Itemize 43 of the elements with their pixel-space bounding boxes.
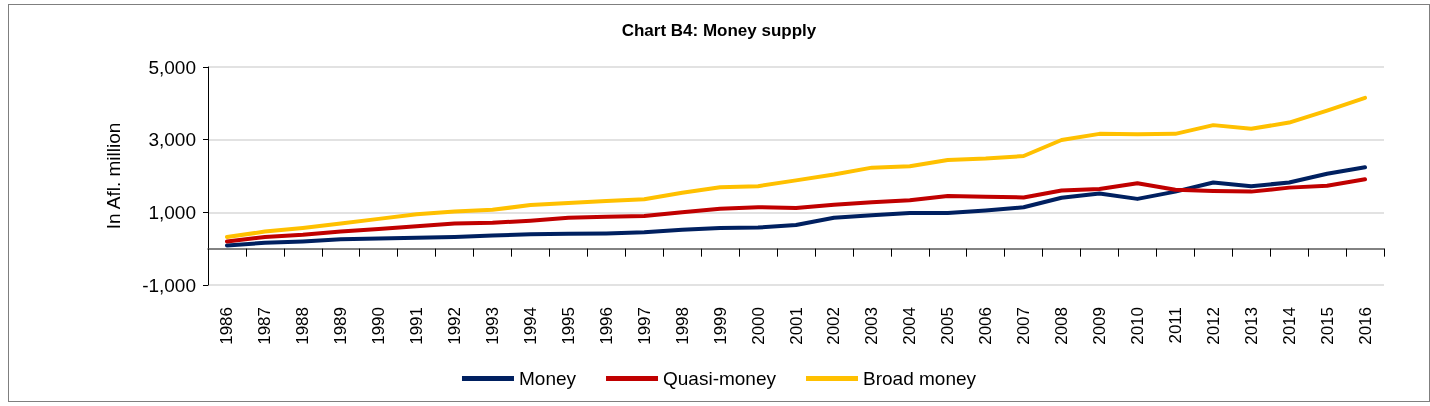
chart-title: Chart B4: Money supply (621, 21, 817, 40)
y-tick-label: 1,000 (148, 201, 196, 223)
x-tick-label: 2009 (1089, 307, 1109, 345)
x-tick-label: 1988 (293, 307, 313, 345)
line-series (224, 95, 1368, 240)
x-tick-label: 1987 (255, 307, 275, 345)
x-tick-label: 2011 (1165, 307, 1185, 344)
x-tick-label: 1986 (217, 307, 237, 345)
x-tick-label: 2014 (1279, 307, 1299, 345)
y-tick-label: 5,000 (148, 56, 196, 78)
x-tick-label: 1996 (596, 307, 616, 345)
x-tick-label: 2005 (938, 307, 958, 345)
x-tick-label: 2016 (1355, 307, 1375, 345)
line-series (224, 165, 1368, 248)
x-tick-label: 1989 (331, 307, 351, 345)
x-tick-label: 2007 (1014, 307, 1034, 345)
x-tick-label: 1997 (634, 307, 654, 345)
x-tick-label: 2001 (786, 307, 806, 345)
x-tick-label: 2015 (1317, 307, 1337, 345)
x-tick-label: 2013 (1241, 307, 1261, 345)
y-tick-label: -1,000 (142, 274, 196, 296)
x-tick-label: 2012 (1203, 307, 1223, 345)
x-tick-label: 1994 (520, 307, 540, 345)
legend-label: Quasi-money (663, 368, 777, 389)
x-tick-label: 2006 (976, 307, 996, 345)
x-tick-label: 1990 (369, 307, 389, 345)
x-tick-label: 2004 (900, 307, 920, 345)
x-tick-label: 1992 (445, 307, 465, 345)
x-tick-label: 2002 (824, 307, 844, 345)
x-tick-label: 2000 (748, 307, 768, 345)
legend-label: Broad money (863, 368, 977, 389)
x-tick-label: 1998 (672, 307, 692, 345)
x-tick-label: 2008 (1052, 307, 1072, 345)
x-tick-label: 2010 (1127, 307, 1147, 345)
y-tick-label: 3,000 (148, 129, 196, 151)
x-tick-label: 2003 (862, 307, 882, 345)
line-series (224, 177, 1368, 244)
x-tick-label: 1993 (483, 307, 503, 345)
legend-label: Money (518, 368, 577, 389)
x-tick-label: 1999 (710, 307, 730, 345)
x-tick-label: 1991 (407, 307, 427, 345)
y-axis-title: In Afl. million (103, 122, 124, 230)
x-tick-label: 1995 (558, 307, 578, 345)
